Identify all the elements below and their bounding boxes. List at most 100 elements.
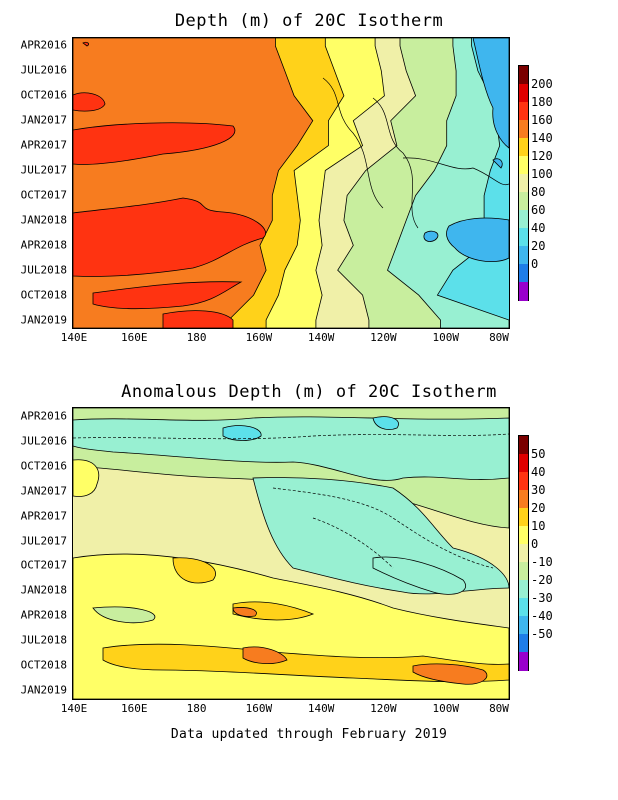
colorbar-swatch (519, 472, 528, 491)
colorbar-label: 200 (531, 77, 553, 91)
y-tick-label: APR2017 (20, 138, 67, 152)
colorbar-label: 10 (531, 519, 546, 533)
negative-contour (272, 487, 494, 569)
shallow-region (492, 158, 503, 169)
colorbar-label: 60 (531, 203, 546, 217)
colorbar-swatch (519, 508, 528, 527)
colorbar-label: 20 (531, 501, 546, 515)
colorbar-swatch (519, 66, 528, 85)
colorbar-swatch (519, 228, 528, 247)
y-tick-label: JUL2016 (20, 434, 67, 448)
x-tick-label: 120W (370, 331, 397, 344)
x-tick-label: 140W (307, 702, 335, 715)
colorbar-swatch (519, 652, 528, 671)
contour-line (402, 157, 509, 186)
x-tick-label: 100W (432, 331, 459, 344)
y-tick-label: APR2018 (20, 608, 67, 622)
colorbar-swatch (519, 84, 528, 103)
colorbar-label: 30 (531, 483, 546, 497)
colorbar-swatch (519, 436, 528, 455)
bottom-heatmap (72, 407, 510, 700)
x-tick-label: 160E (121, 331, 148, 344)
colorbar-label: -20 (531, 573, 553, 587)
colorbar-swatch (519, 120, 528, 139)
colorbar-swatch (519, 634, 528, 653)
colorbar-swatch (519, 616, 528, 635)
colorbar-swatch (519, 174, 528, 193)
y-tick-label: OCT2017 (20, 188, 67, 202)
colorbar-swatch (519, 598, 528, 617)
warm-pool-region (73, 197, 266, 277)
x-tick-label: 80W (489, 702, 509, 715)
colorbar-swatch (519, 156, 528, 175)
x-tick-label: 180 (186, 702, 207, 715)
x-tick-label: 140E (60, 702, 88, 715)
x-tick-label: 100W (432, 702, 459, 715)
colorbar-label: 0 (531, 537, 539, 551)
x-tick-label: 140E (60, 331, 88, 344)
colorbar-label: -10 (531, 555, 553, 569)
contour-line (372, 97, 419, 229)
y-tick-label: JUL2017 (20, 163, 67, 177)
colorbar-swatch (519, 246, 528, 265)
colorbar-label: 160 (531, 113, 553, 127)
anomaly-region (252, 477, 509, 595)
colorbar-label: 40 (531, 465, 546, 479)
colorbar-swatch (519, 454, 528, 473)
x-tick-label: 80W (489, 331, 509, 344)
y-tick-label: OCT2018 (20, 658, 67, 672)
colorbar-label: -40 (531, 609, 553, 623)
warm-pool-region (82, 41, 90, 47)
colorbar-swatch (519, 210, 528, 229)
shallow-region (472, 38, 509, 149)
x-tick-label: 140W (307, 331, 335, 344)
colorbar-label: 180 (531, 95, 553, 109)
colorbar-swatch (519, 562, 528, 581)
negative-contour (73, 433, 509, 440)
anomaly-region (242, 646, 288, 664)
colorbar-label: 140 (531, 131, 553, 145)
colorbar-swatch (519, 264, 528, 283)
y-tick-label: JAN2018 (20, 583, 67, 597)
x-tick-label: 160E (121, 702, 148, 715)
y-tick-label: JAN2019 (20, 683, 67, 697)
y-tick-label: JAN2017 (20, 113, 67, 127)
colorbar-label: 100 (531, 167, 553, 181)
colorbar-swatch (519, 490, 528, 509)
anomaly-region (73, 459, 99, 497)
top-heatmap (72, 37, 510, 329)
anomaly-region (372, 416, 399, 430)
x-tick-label: 160W (245, 702, 273, 715)
x-tick-label: 160W (245, 331, 273, 344)
colorbar-swatch (519, 102, 528, 121)
y-tick-label: JAN2019 (20, 313, 67, 327)
contour-line (322, 77, 384, 209)
x-tick-label: 180 (186, 331, 207, 344)
colorbar-swatch (519, 526, 528, 545)
x-tick-label: 120W (370, 702, 397, 715)
bottom-colorbar (518, 435, 529, 671)
colorbar-label: 40 (531, 221, 546, 235)
colorbar-label: 0 (531, 257, 539, 271)
bottom-heatmap-canvas (73, 408, 509, 699)
anomaly-region (73, 416, 509, 481)
y-tick-label: APR2017 (20, 509, 67, 523)
negative-contour (312, 517, 394, 569)
y-tick-label: OCT2018 (20, 288, 67, 302)
top-colorbar (518, 65, 529, 301)
y-tick-label: APR2016 (20, 409, 67, 423)
colorbar-label: 20 (531, 239, 546, 253)
y-tick-label: JUL2018 (20, 633, 67, 647)
anomaly-region (172, 557, 216, 584)
colorbar-swatch (519, 282, 528, 301)
bottom-chart-title: Anomalous Depth (m) of 20C Isotherm (121, 382, 497, 402)
top-chart-title: Depth (m) of 20C Isotherm (174, 11, 444, 31)
anomaly-region (372, 556, 466, 595)
y-tick-label: APR2018 (20, 238, 67, 252)
data-updated-note: Data updated through February 2019 (170, 727, 448, 742)
y-tick-label: OCT2017 (20, 558, 67, 572)
y-tick-label: JUL2017 (20, 534, 67, 548)
warm-pool-region (73, 122, 236, 165)
shallow-region (446, 217, 509, 262)
y-tick-label: JAN2018 (20, 213, 67, 227)
